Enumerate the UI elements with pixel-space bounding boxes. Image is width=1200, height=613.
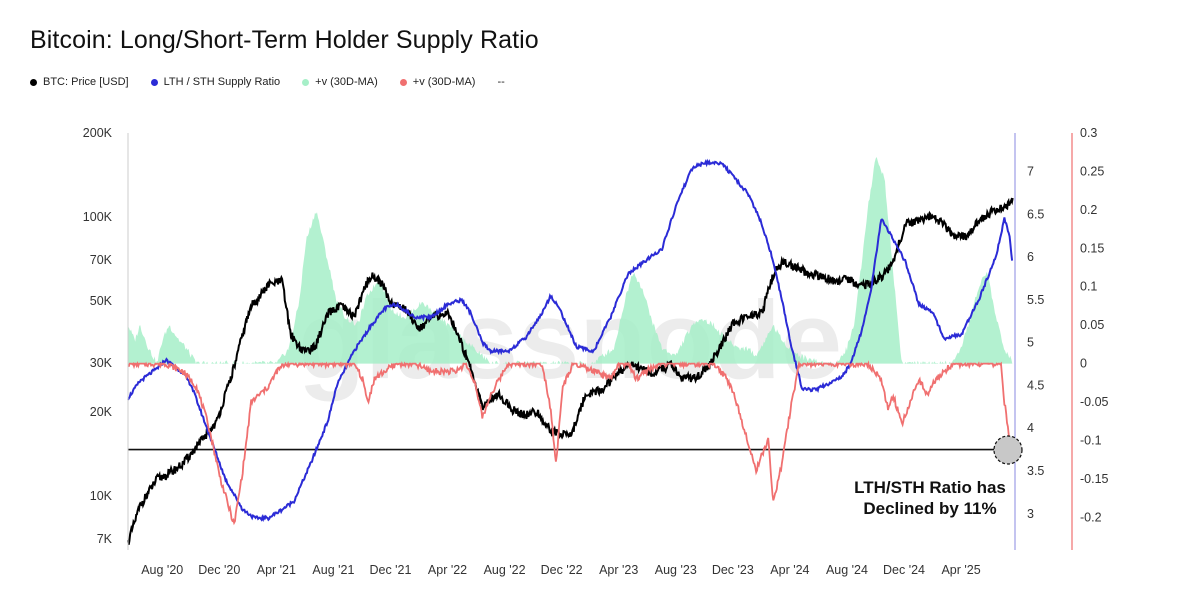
ratio-axis-tick-label: 3.5: [1027, 464, 1044, 478]
legend-item-btc-price[interactable]: BTC: Price [USD]: [30, 76, 129, 88]
oscillator-axis-tick-label: 0.05: [1080, 318, 1104, 332]
positive-ma-dot-icon: [302, 78, 310, 86]
x-axis-tick-label: Dec '21: [369, 563, 411, 577]
x-axis-tick-label: Dec '22: [541, 563, 583, 577]
oscillator-axis-tick-label: 0.25: [1080, 164, 1104, 178]
x-axis-tick-label: Apr '23: [599, 563, 638, 577]
ratio-axis-tick-label: 4: [1027, 421, 1034, 435]
left-axis-tick-label: 30K: [90, 356, 113, 370]
annotation-line-2: Declined by 11%: [863, 499, 996, 518]
x-axis-tick-label: Dec '24: [883, 563, 925, 577]
x-axis-tick-label: Apr '25: [941, 563, 980, 577]
legend-item-supply-ratio[interactable]: LTH / STH Supply Ratio: [150, 76, 281, 88]
x-axis-tick-label: Dec '23: [712, 563, 754, 577]
ratio-axis-tick-label: 5: [1027, 336, 1034, 350]
oscillator-axis-tick-label: -0.1: [1080, 433, 1102, 447]
legend-item-negative-ma[interactable]: +v (30D-MA): [399, 76, 476, 88]
btc-price-dot-icon: [30, 78, 37, 86]
left-axis-tick-label: 70K: [90, 253, 113, 267]
left-axis-tick-label: 20K: [90, 405, 113, 419]
left-axis-tick-label: 10K: [90, 489, 113, 503]
ratio-axis-tick-label: 3: [1027, 507, 1034, 521]
chart-title: Bitcoin: Long/Short-Term Holder Supply R…: [30, 26, 539, 54]
legend-label-negative-ma: +v (30D-MA): [412, 76, 476, 88]
ratio-axis-tick-label: 7: [1027, 165, 1034, 179]
legend-item-positive-ma[interactable]: +v (30D-MA): [302, 76, 378, 88]
series-negative-oscillator-line: [127, 360, 1013, 526]
oscillator-axis-tick-label: -0.05: [1080, 395, 1109, 409]
highlight-circle: [993, 435, 1023, 465]
oscillator-axis-tick-label: -0.15: [1080, 472, 1109, 486]
legend-label-btc-price: BTC: Price [USD]: [43, 76, 129, 88]
x-axis-tick-label: Aug '23: [655, 563, 697, 577]
legend-label-positive-ma: +v (30D-MA): [315, 76, 378, 88]
x-axis-tick-label: Aug '21: [312, 563, 354, 577]
oscillator-axis-tick-label: 0.1: [1080, 280, 1097, 294]
oscillator-axis-tick-label: 0.15: [1080, 241, 1104, 255]
negative-ma-dot-icon: [399, 78, 407, 86]
series-supply-ratio-line: [127, 158, 1014, 523]
series-btc-price-line: [127, 197, 1014, 545]
annotation-line-1: LTH/STH Ratio has: [854, 478, 1006, 497]
ratio-axis-tick-label: 6: [1027, 250, 1034, 264]
series-positive-oscillator-area: [128, 157, 1013, 364]
x-axis-tick-label: Apr '22: [428, 563, 467, 577]
x-axis-tick-label: Apr '21: [257, 563, 296, 577]
oscillator-axis-tick-label: -0.2: [1080, 510, 1102, 524]
oscillator-axis-tick-label: 0: [1080, 357, 1087, 371]
x-axis-tick-label: Aug '24: [826, 563, 868, 577]
x-axis-tick-label: Aug '20: [141, 563, 183, 577]
supply-ratio-dot-icon: [150, 78, 158, 86]
x-axis-tick-label: Aug '22: [484, 563, 526, 577]
left-axis-tick-label: 50K: [90, 294, 113, 308]
left-axis-tick-label: 7K: [97, 532, 113, 546]
ratio-axis-tick-label: 5.5: [1027, 293, 1044, 307]
oscillator-axis-tick-label: 0.2: [1080, 203, 1097, 217]
left-axis-tick-label: 200K: [83, 126, 113, 140]
legend-label-supply-ratio: LTH / STH Supply Ratio: [163, 76, 281, 88]
legend: BTC: Price [USD] LTH / STH Supply Ratio …: [30, 76, 505, 88]
x-axis-tick-label: Dec '20: [198, 563, 240, 577]
left-axis-tick-label: 100K: [83, 210, 113, 224]
ratio-axis-tick-label: 4.5: [1027, 378, 1044, 392]
ratio-axis-tick-label: 6.5: [1027, 207, 1044, 221]
legend-label-more: --: [497, 76, 505, 88]
legend-item-more[interactable]: --: [497, 76, 504, 88]
x-axis-tick-label: Apr '24: [770, 563, 809, 577]
oscillator-axis-tick-label: 0.3: [1080, 126, 1097, 140]
